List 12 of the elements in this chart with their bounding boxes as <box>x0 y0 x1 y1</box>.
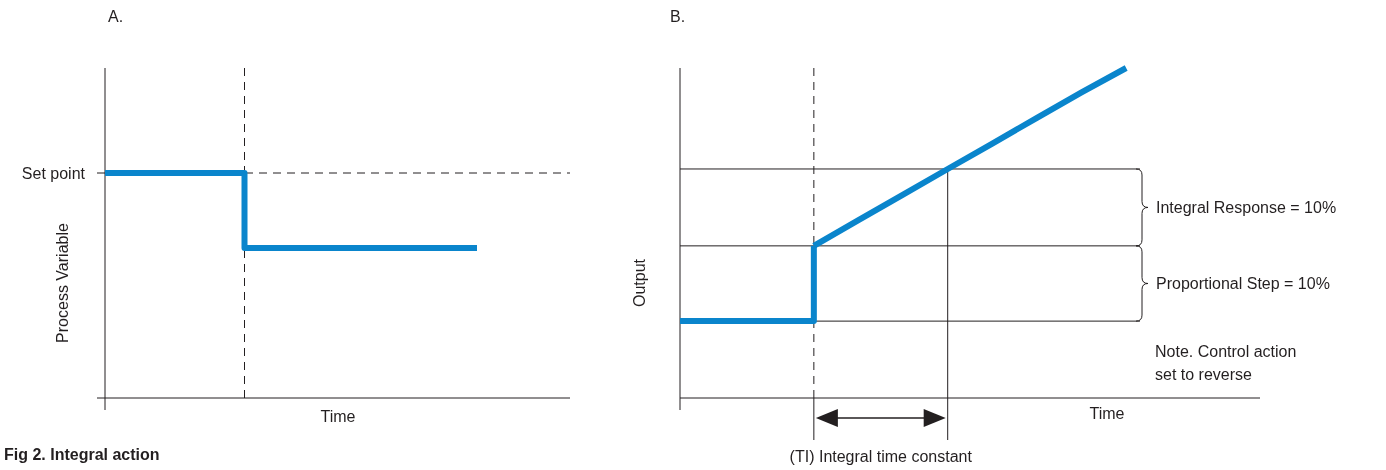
chart-title: B. <box>670 8 686 25</box>
x-axis-title: Time <box>320 408 356 425</box>
y-axis-title: Output <box>631 258 648 308</box>
x-axis-title: Time <box>1089 405 1125 422</box>
annotation: Proportional Step = 10% <box>1156 275 1330 293</box>
ref-line-label: Set point <box>21 165 86 182</box>
annotation: Note. Control action set to reverse <box>1155 343 1297 384</box>
y-axis-title: Process Variable <box>54 223 71 343</box>
annotation: Integral Response = 10% <box>1156 199 1337 217</box>
caption: Fig 2. Integral action <box>4 446 160 463</box>
chart-title: A. <box>108 8 124 25</box>
text: (TI) Integral time constant <box>789 448 973 465</box>
